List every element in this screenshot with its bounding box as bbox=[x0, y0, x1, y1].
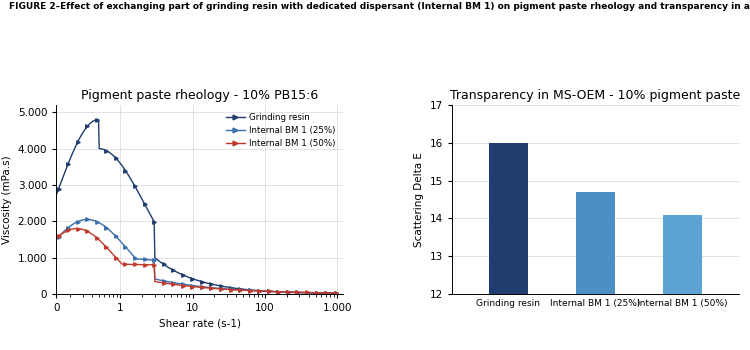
Y-axis label: Scattering Delta E: Scattering Delta E bbox=[414, 152, 424, 247]
Title: Transparency in MS-OEM - 10% pigment paste: Transparency in MS-OEM - 10% pigment pas… bbox=[450, 90, 740, 103]
Bar bbox=[663, 215, 702, 294]
Bar bbox=[489, 143, 528, 294]
Title: Pigment paste rheology - 10% PB15:6: Pigment paste rheology - 10% PB15:6 bbox=[81, 90, 318, 103]
Bar bbox=[576, 192, 615, 294]
Legend: Grinding resin, Internal BM 1 (25%), Internal BM 1 (50%): Grinding resin, Internal BM 1 (25%), Int… bbox=[222, 109, 339, 152]
X-axis label: Shear rate (s-1): Shear rate (s-1) bbox=[159, 318, 241, 329]
Text: FIGURE 2–Effect of exchanging part of grinding resin with dedicated dispersant (: FIGURE 2–Effect of exchanging part of gr… bbox=[9, 2, 750, 11]
Y-axis label: Viscosity (mPa.s): Viscosity (mPa.s) bbox=[2, 155, 12, 244]
